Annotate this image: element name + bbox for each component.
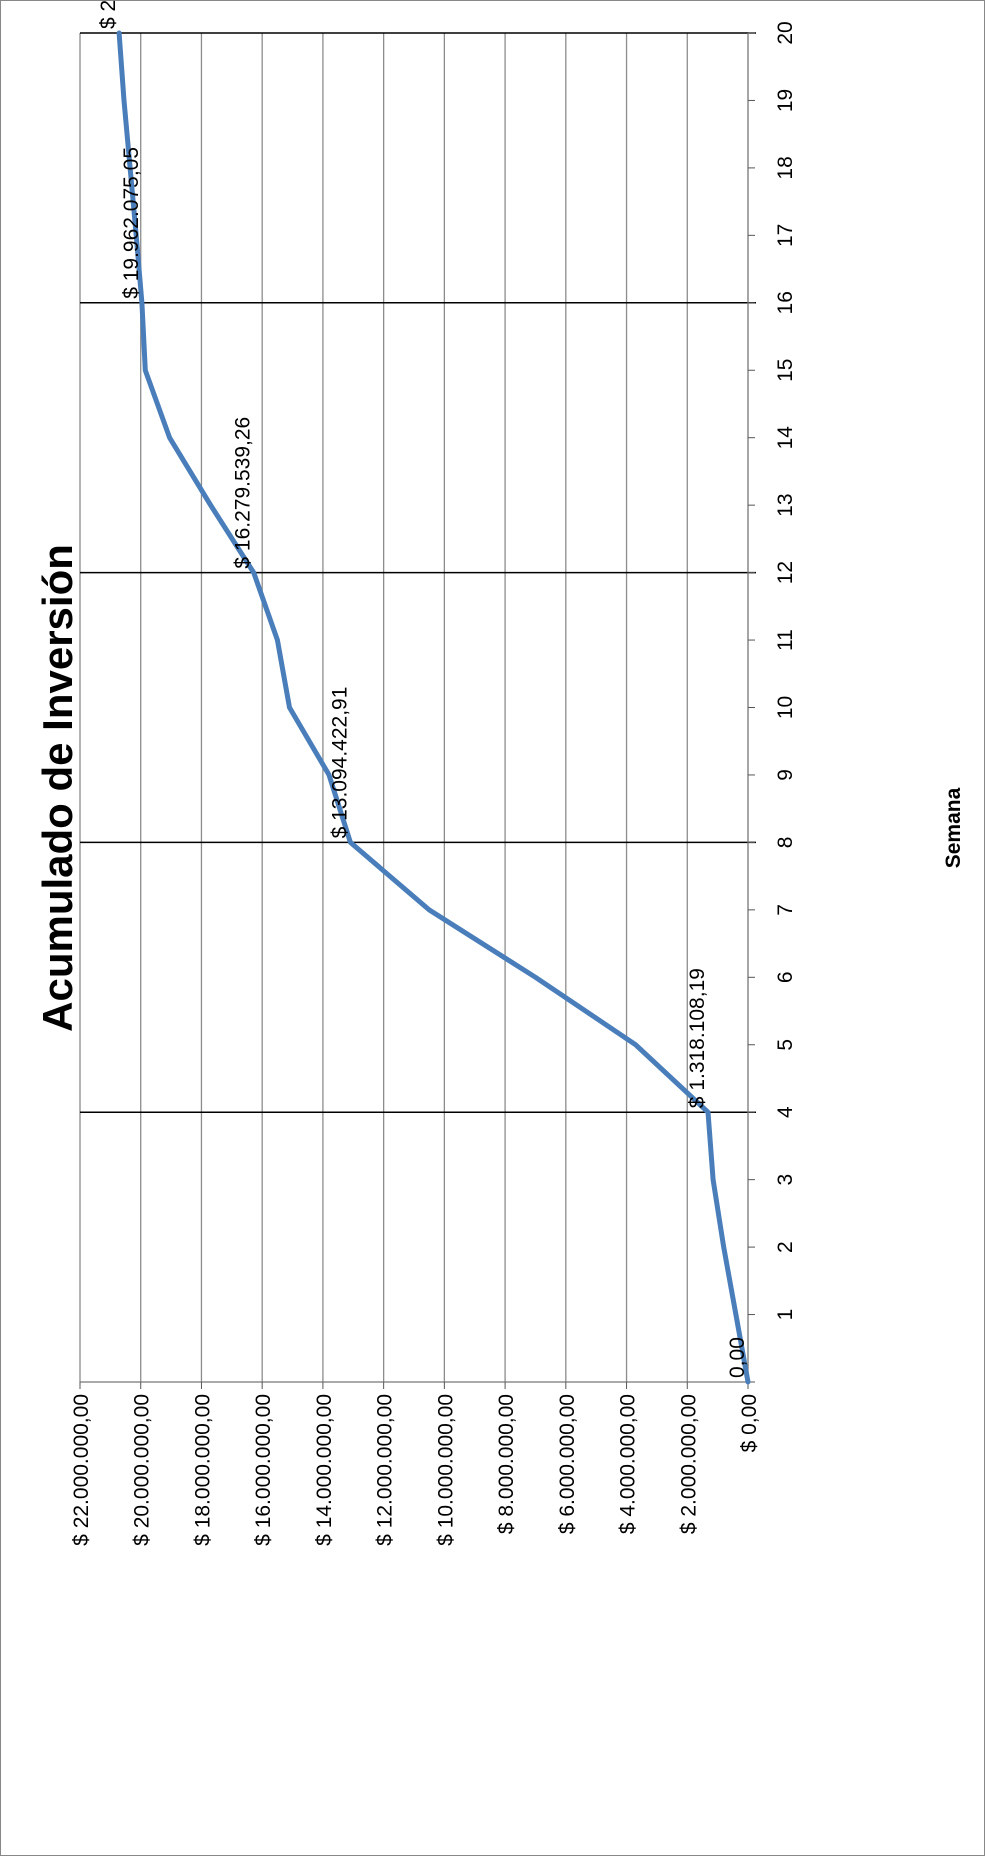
x-tick-label: 16	[774, 291, 797, 314]
data-labels: 0,00 $ 1.318.108,19 $ 13.094.422,91 $ 16.27…	[97, 0, 749, 1378]
data-label: $ 13.094.422,91	[328, 687, 351, 839]
y-tick-label: $ 14.000.000,00	[313, 1394, 336, 1546]
series-line	[116, 30, 751, 1385]
x-tick-label: 1	[774, 1309, 797, 1321]
x-tick-label: 7	[774, 904, 797, 916]
x-tick-label: 8	[774, 837, 797, 849]
x-axis-label: Semana	[942, 787, 965, 868]
y-tick-label: $ 22.000.000,00	[70, 1394, 93, 1546]
x-tick-label: 9	[774, 769, 797, 781]
gridlines	[79, 33, 688, 1382]
x-tick-label: 18	[774, 156, 797, 179]
x-tick-label: 15	[774, 359, 797, 382]
data-label: 0,00	[726, 1337, 749, 1378]
chart-title: Acumulado de Inversión	[34, 544, 81, 1032]
data-label: $ 16.279.539,26	[232, 417, 255, 569]
y-tick-label: $ 16.000.000,00	[252, 1394, 275, 1546]
x-tick-label: 17	[774, 224, 797, 247]
x-tick-label: 5	[774, 1039, 797, 1051]
x-tick-label: 11	[774, 629, 797, 651]
x-tick-label: 4	[774, 1106, 797, 1118]
x-tick-label: 10	[774, 696, 797, 719]
x-tick-label: 14	[774, 426, 797, 450]
data-label: $ 19.962.075,05	[120, 147, 143, 299]
y-tick-label: $ 2.000.000,00	[677, 1394, 700, 1534]
y-axis-ticks: $ 0,00 $ 2.000.000,00 $ 4.000.000,00 $ 6.00…	[70, 1382, 761, 1546]
y-tick-label: $ 10.000.000,00	[434, 1394, 457, 1546]
x-tick-label: 19	[774, 89, 797, 112]
x-tick-label: 6	[774, 971, 797, 983]
y-tick-label: $ 6.000.000,00	[556, 1394, 579, 1534]
data-label: $ 1.318.108,19	[686, 968, 709, 1108]
y-tick-label: $ 0,00	[738, 1394, 761, 1452]
y-tick-label: $ 4.000.000,00	[617, 1394, 640, 1534]
x-tick-label: 2	[774, 1241, 797, 1253]
x-tick-label: 13	[774, 493, 797, 516]
y-tick-label: $ 12.000.000,00	[374, 1394, 397, 1546]
data-label: $ 20.711.019,65	[97, 0, 120, 29]
y-tick-label: $ 8.000.000,00	[495, 1394, 518, 1534]
y-tick-label: $ 18.000.000,00	[191, 1394, 214, 1546]
series-layer	[116, 30, 751, 1385]
x-tick-label: 3	[774, 1174, 797, 1186]
y-tick-label: $ 20.000.000,00	[131, 1394, 154, 1546]
x-tick-label: 20	[774, 21, 797, 44]
x-tick-label: 12	[774, 561, 797, 584]
vertical-markers	[80, 32, 756, 1113]
